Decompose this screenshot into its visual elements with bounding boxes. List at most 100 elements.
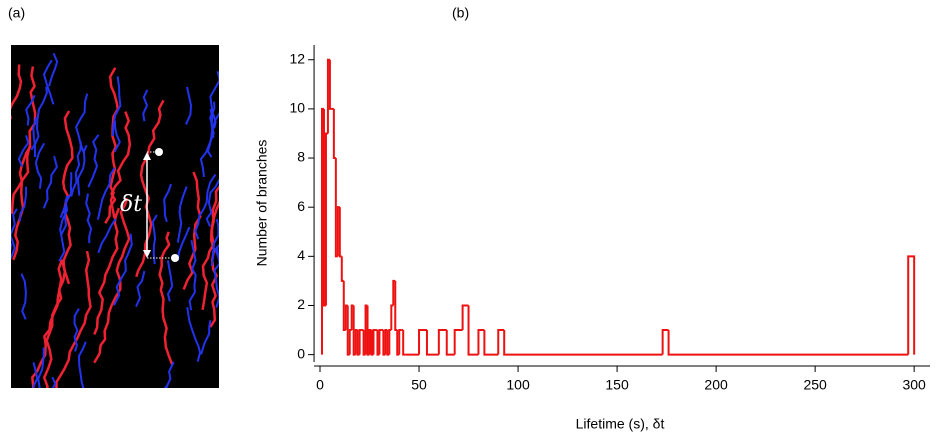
bin bbox=[467, 305, 479, 356]
red-branch bbox=[158, 231, 174, 366]
bin bbox=[477, 329, 485, 355]
y-tick-label: 4 bbox=[297, 247, 305, 263]
bin bbox=[398, 329, 402, 355]
bin bbox=[425, 330, 439, 356]
blue-branch bbox=[216, 246, 219, 261]
blue-branch bbox=[17, 135, 30, 167]
blue-branch bbox=[209, 71, 219, 129]
blue-branch bbox=[73, 308, 80, 352]
blue-branch bbox=[75, 93, 89, 154]
red-branch bbox=[209, 185, 219, 328]
blue-branch bbox=[85, 193, 93, 244]
blue-branch bbox=[48, 52, 59, 87]
blue-branch bbox=[210, 219, 219, 267]
blue-branch bbox=[32, 362, 39, 388]
bin bbox=[437, 329, 447, 355]
x-tick-label: 200 bbox=[704, 377, 728, 393]
bin bbox=[384, 329, 388, 355]
blue-branch bbox=[11, 243, 13, 252]
bin bbox=[402, 330, 406, 356]
delta-t: δt bbox=[120, 192, 142, 217]
blue-branch bbox=[42, 155, 58, 209]
y-tick-label: 12 bbox=[289, 50, 305, 66]
y-tick-label: 10 bbox=[289, 100, 305, 116]
bin bbox=[346, 305, 350, 356]
bin bbox=[376, 330, 380, 356]
start-dot bbox=[155, 148, 163, 156]
y-axis-label: Number of branches bbox=[254, 140, 270, 267]
x-tick-label: 100 bbox=[506, 377, 530, 393]
blue-branch bbox=[111, 76, 122, 136]
bin bbox=[483, 330, 499, 356]
bin bbox=[378, 329, 382, 355]
bin bbox=[332, 108, 336, 160]
bin bbox=[396, 330, 400, 356]
bin bbox=[362, 330, 366, 356]
bin bbox=[382, 330, 386, 356]
blue-branch bbox=[34, 142, 46, 189]
bin bbox=[366, 305, 370, 356]
red-branch bbox=[55, 250, 92, 388]
bin bbox=[324, 132, 328, 306]
blue-branch bbox=[224, 202, 230, 238]
blue-branch bbox=[113, 233, 133, 306]
x-tick-label: 0 bbox=[316, 377, 324, 393]
y-tick-label: 2 bbox=[297, 296, 305, 312]
bin bbox=[503, 330, 663, 356]
blue-branch bbox=[184, 86, 192, 125]
bin bbox=[390, 304, 394, 331]
bin bbox=[348, 329, 352, 355]
bin bbox=[667, 330, 909, 356]
bin bbox=[352, 305, 356, 356]
branch-image bbox=[11, 52, 232, 388]
bin bbox=[340, 256, 344, 282]
bin bbox=[368, 329, 372, 355]
blue-branch bbox=[43, 59, 55, 105]
blue-branch bbox=[96, 167, 116, 220]
blue-branch bbox=[165, 361, 175, 388]
blue-branch bbox=[97, 218, 117, 254]
blue-branch bbox=[59, 172, 73, 219]
blue-branch bbox=[18, 186, 28, 222]
blue-branch bbox=[37, 347, 45, 388]
blue-branch bbox=[200, 320, 212, 355]
blue-branch bbox=[51, 376, 57, 388]
red-branch bbox=[42, 259, 64, 388]
y-tick-label: 0 bbox=[297, 345, 305, 361]
blue-branch bbox=[30, 86, 48, 151]
red-branch bbox=[11, 64, 23, 120]
x-tick-label: 150 bbox=[605, 377, 629, 393]
red-branch bbox=[135, 99, 165, 278]
bin bbox=[497, 329, 505, 355]
bin bbox=[418, 329, 427, 355]
bin bbox=[328, 59, 332, 110]
x-axis-label: Lifetime (s), δt bbox=[576, 416, 665, 432]
red-branch bbox=[11, 66, 37, 214]
bin bbox=[336, 206, 340, 257]
x-tick-label: 250 bbox=[803, 377, 827, 393]
blue-branch bbox=[58, 199, 68, 262]
end-dot bbox=[171, 254, 179, 262]
bin bbox=[394, 280, 398, 332]
blue-branch bbox=[206, 101, 216, 158]
blue-branch bbox=[176, 186, 188, 243]
blue-branch bbox=[135, 270, 146, 308]
blue-branch bbox=[70, 141, 82, 197]
lifetime-marker: δt bbox=[120, 148, 179, 262]
blue-branch bbox=[113, 120, 121, 153]
blue-branch bbox=[32, 116, 38, 158]
blue-branch bbox=[20, 273, 27, 320]
blue-branch bbox=[163, 384, 169, 388]
bin bbox=[386, 330, 390, 356]
blue-branch bbox=[205, 178, 219, 227]
bin bbox=[338, 207, 342, 258]
x-tick-label: 300 bbox=[902, 377, 926, 393]
red-branch bbox=[108, 67, 120, 219]
red-branch bbox=[93, 207, 121, 335]
y-tick-label: 6 bbox=[297, 198, 305, 214]
y-tick-label: 8 bbox=[297, 149, 305, 165]
blue-branch bbox=[166, 260, 174, 302]
blue-branch bbox=[222, 207, 232, 276]
histogram: 0 2 4 6 8 10 12 0 50 100 150 200 250 300 Lifetime (s),… bbox=[254, 45, 930, 432]
